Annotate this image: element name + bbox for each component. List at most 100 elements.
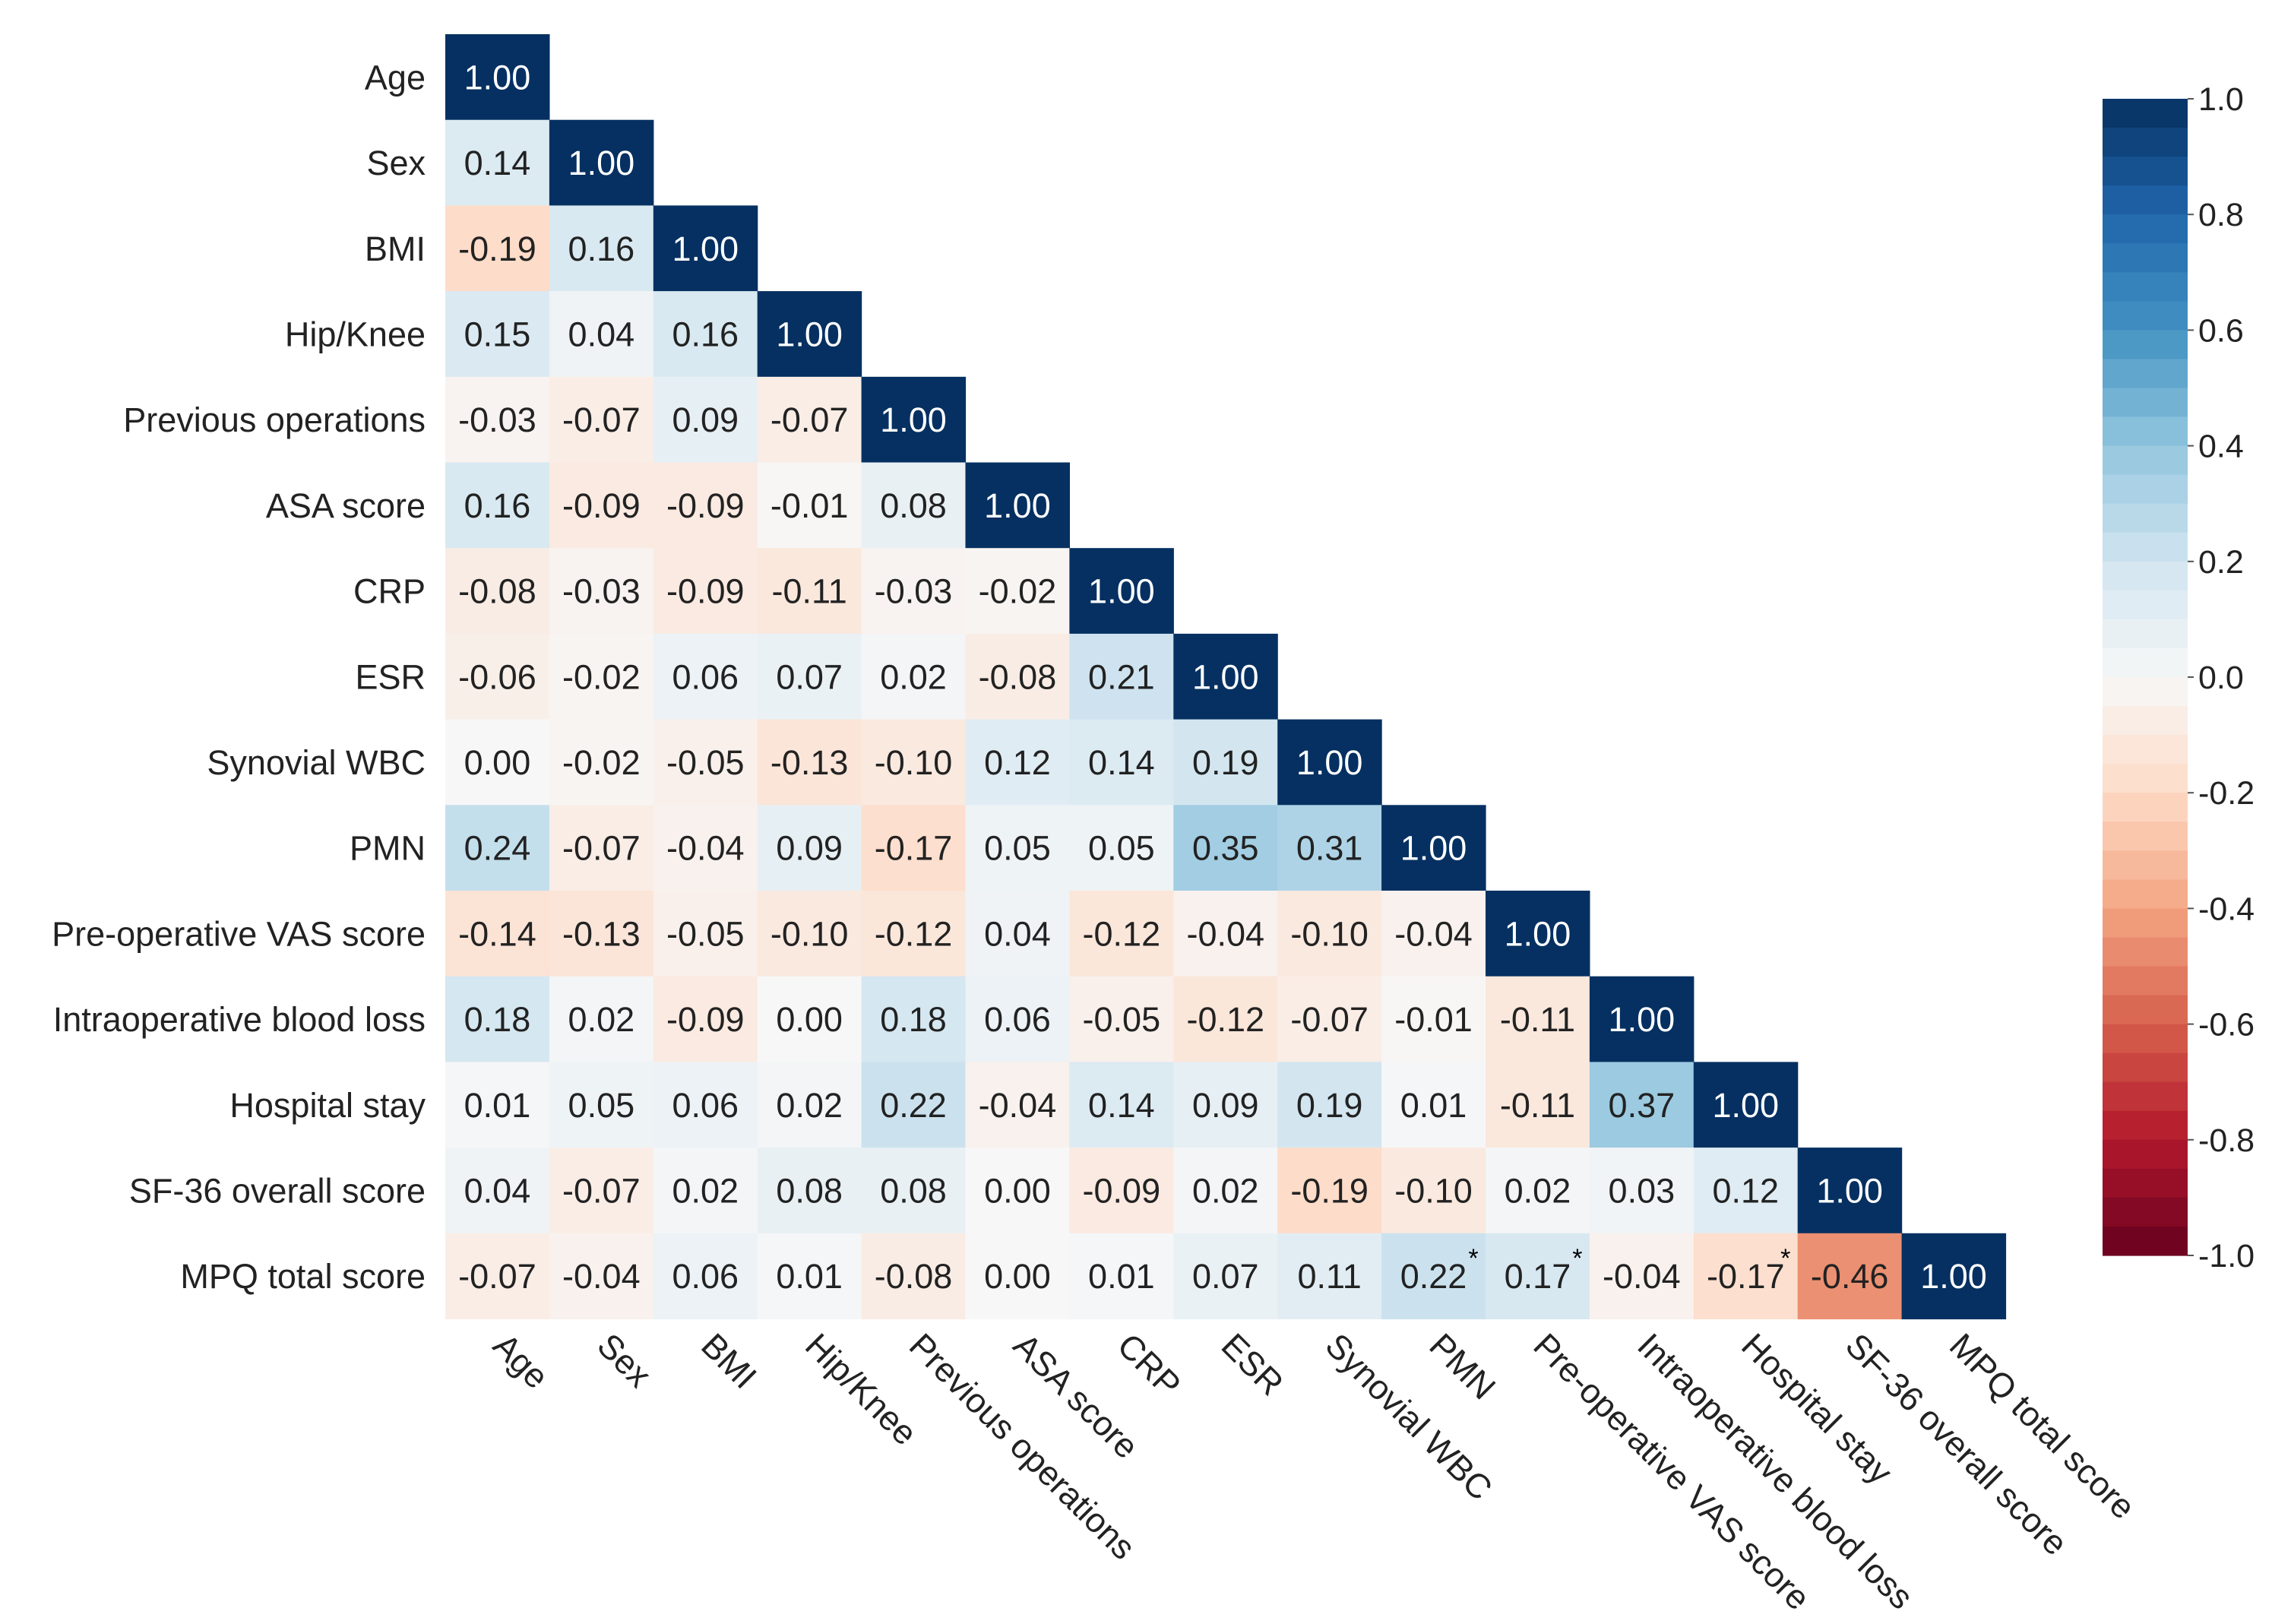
- colorbar-segment: [2103, 272, 2188, 302]
- column-label: CRP: [1110, 1326, 1188, 1404]
- colorbar-tick-label: -0.2: [2198, 775, 2255, 812]
- cell-value-r6-c5: -0.02: [979, 572, 1057, 611]
- row-label: SF-36 overall score: [129, 1171, 426, 1210]
- cell-r14-c6: [1069, 1233, 1174, 1320]
- cell-value-r10-c7: -0.04: [1186, 914, 1264, 953]
- cell-r3-c1: [549, 291, 654, 378]
- cell-value-r9-c6: 0.05: [1088, 829, 1155, 868]
- cell-value-r12-c2: 0.06: [672, 1086, 739, 1125]
- cell-r11-c1: [549, 976, 654, 1062]
- cell-r13-c9: [1381, 1148, 1486, 1234]
- colorbar-segment: [2103, 735, 2188, 765]
- cell-r12-c0: [445, 1062, 550, 1148]
- cell-value-r9-c3: 0.09: [776, 829, 843, 868]
- colorbar-segment: [2103, 1081, 2188, 1112]
- cell-r12-c7: [1173, 1062, 1278, 1148]
- cell-r8-c6: [1069, 719, 1174, 806]
- column-label: Age: [486, 1326, 556, 1397]
- cell-r10-c9: [1381, 891, 1486, 977]
- cell-r1-c0: [445, 119, 550, 206]
- cell-r13-c1: [549, 1148, 654, 1234]
- cell-r14-c8: [1277, 1233, 1382, 1320]
- row-label: PMN: [350, 829, 426, 868]
- colorbar-segment: [2103, 561, 2188, 591]
- cell-value-r13-c9: -0.10: [1394, 1171, 1473, 1210]
- colorbar-segment: [2103, 821, 2188, 851]
- cell-value-r12-c7: 0.09: [1192, 1086, 1259, 1125]
- cell-r11-c0: [445, 976, 550, 1062]
- row-label: Previous operations: [123, 400, 426, 439]
- colorbar-segment: [2103, 388, 2188, 418]
- cell-r6-c6: [1069, 548, 1174, 635]
- cell-r6-c5: [965, 548, 1070, 635]
- colorbar-segment: [2103, 879, 2188, 909]
- cell-value-r8-c8: 1.00: [1296, 743, 1363, 782]
- cell-r12-c4: [861, 1062, 967, 1148]
- cell-value-r12-c5: -0.04: [979, 1086, 1057, 1125]
- cell-r10-c7: [1173, 891, 1278, 977]
- colorbar-segment: [2103, 214, 2188, 244]
- cell-r13-c7: [1173, 1148, 1278, 1234]
- colorbar-tick-label: 0.4: [2198, 429, 2244, 465]
- cell-value-r14-c6: 0.01: [1088, 1257, 1155, 1296]
- cell-value-r13-c12: 0.12: [1712, 1171, 1779, 1210]
- cell-r14-c13: [1797, 1233, 1903, 1320]
- row-label: ESR: [355, 657, 426, 696]
- colorbar-segment: [2103, 850, 2188, 880]
- cell-value-r7-c3: 0.07: [776, 657, 843, 696]
- cell-value-r11-c8: -0.07: [1290, 1000, 1369, 1039]
- cell-value-r1-c1: 1.00: [568, 144, 635, 182]
- cell-value-r14-c7: 0.07: [1192, 1257, 1259, 1296]
- cell-r13-c0: [445, 1148, 550, 1234]
- cell-value-r10-c6: -0.12: [1083, 914, 1161, 953]
- cell-r10-c8: [1277, 891, 1382, 977]
- cell-value-r11-c11: 1.00: [1609, 1000, 1676, 1039]
- cell-value-r13-c0: 0.04: [464, 1171, 531, 1210]
- row-label: Hospital stay: [229, 1086, 426, 1125]
- cell-value-r6-c4: -0.03: [875, 572, 953, 611]
- cell-r10-c0: [445, 891, 550, 977]
- cell-value-r14-c11: -0.04: [1603, 1257, 1681, 1296]
- heatmap-cells: 1.00 0.14 1.00 -0.19 0.16 1.00 0.15 0.04 0.16 1.0…: [445, 34, 2007, 1320]
- colorbar-segment: [2103, 793, 2188, 822]
- colorbar-segment: [2103, 503, 2188, 533]
- cell-r10-c4: [861, 891, 967, 977]
- cell-value-r3-c2: 0.16: [672, 315, 739, 353]
- cell-value-r4-c4: 1.00: [880, 400, 947, 439]
- cell-value-r8-c3: -0.13: [771, 743, 849, 782]
- row-label: Age: [365, 58, 426, 97]
- cell-r2-c1: [549, 205, 654, 292]
- cell-r7-c6: [1069, 633, 1174, 720]
- colorbar-tick-label: -1.0: [2198, 1238, 2255, 1274]
- cell-r4-c2: [653, 376, 758, 464]
- cell-r13-c11: [1589, 1148, 1695, 1234]
- cell-r5-c5: [965, 462, 1070, 549]
- cell-value-r14-c8: 0.11: [1298, 1257, 1362, 1296]
- cell-r12-c9: [1381, 1062, 1486, 1148]
- column-label: PMN: [1422, 1326, 1503, 1407]
- cell-r11-c10: [1486, 976, 1590, 1062]
- colorbar-segment: [2103, 619, 2188, 649]
- cell-value-r9-c7: 0.35: [1192, 829, 1259, 868]
- colorbar-segment: [2103, 185, 2188, 215]
- cell-r9-c0: [445, 805, 550, 891]
- cell-r10-c1: [549, 891, 654, 977]
- column-label: ESR: [1214, 1326, 1291, 1403]
- cell-value-r11-c5: 0.06: [984, 1000, 1051, 1039]
- cell-r8-c0: [445, 719, 550, 806]
- cell-r12-c8: [1277, 1062, 1382, 1148]
- cell-value-r13-c3: 0.08: [776, 1171, 843, 1210]
- cell-value-r7-c5: -0.08: [979, 657, 1057, 696]
- cell-r5-c4: [861, 462, 967, 549]
- cell-value-r10-c5: 0.04: [984, 914, 1051, 953]
- cell-r3-c3: [757, 291, 862, 378]
- colorbar-segment: [2103, 243, 2188, 273]
- cell-value-r13-c10: 0.02: [1505, 1171, 1571, 1210]
- cell-value-r6-c6: 1.00: [1088, 572, 1155, 611]
- column-label: Hip/Knee: [798, 1326, 925, 1453]
- cell-value-r10-c8: -0.10: [1290, 914, 1369, 953]
- cell-value-r14-c0: -0.07: [458, 1257, 536, 1296]
- colorbar-segment: [2103, 416, 2188, 447]
- cell-value-r9-c4: -0.17: [875, 829, 953, 868]
- cell-r8-c4: [861, 719, 967, 806]
